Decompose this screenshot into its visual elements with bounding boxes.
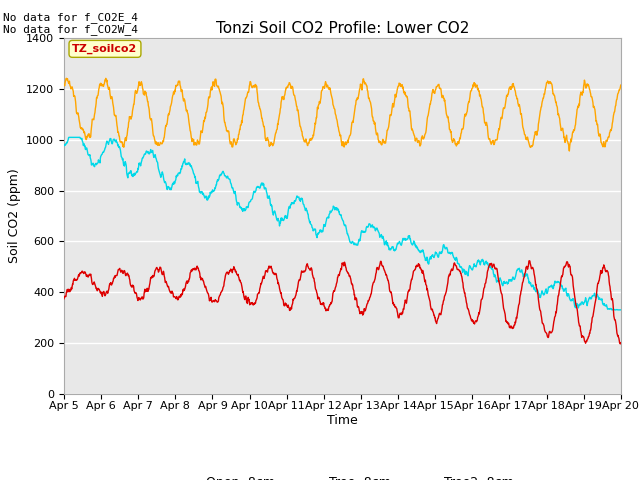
- Tree2 -8cm: [246, 199, 254, 204]
- Open -8cm: [170, 294, 178, 300]
- Tree2 -8cm: [65, 134, 73, 140]
- Tree -8cm: [60, 82, 68, 87]
- Line: Open -8cm: Open -8cm: [64, 261, 621, 344]
- Tree -8cm: [246, 79, 254, 84]
- Tree2 -8cm: [608, 307, 616, 313]
- Tree2 -8cm: [617, 307, 625, 313]
- Tree -8cm: [566, 148, 573, 154]
- Text: TZ_soilco2: TZ_soilco2: [72, 44, 138, 54]
- X-axis label: Time: Time: [327, 414, 358, 427]
- Line: Tree2 -8cm: Tree2 -8cm: [64, 137, 621, 310]
- Legend: Open -8cm, Tree -8cm, Tree2 -8cm: Open -8cm, Tree -8cm, Tree2 -8cm: [166, 471, 519, 480]
- Tree -8cm: [551, 96, 559, 102]
- Y-axis label: Soil CO2 (ppm): Soil CO2 (ppm): [8, 168, 20, 264]
- Tree -8cm: [617, 82, 625, 88]
- Text: No data for f_CO2E_4
No data for f_CO2W_4: No data for f_CO2E_4 No data for f_CO2W_…: [3, 12, 138, 36]
- Tree2 -8cm: [171, 180, 179, 186]
- Open -8cm: [246, 300, 254, 306]
- Open -8cm: [551, 313, 559, 319]
- Open -8cm: [502, 315, 509, 321]
- Open -8cm: [616, 341, 624, 347]
- Tree2 -8cm: [502, 280, 509, 286]
- Tree2 -8cm: [60, 142, 68, 147]
- Line: Tree -8cm: Tree -8cm: [64, 78, 621, 151]
- Open -8cm: [60, 296, 68, 301]
- Open -8cm: [617, 340, 625, 346]
- Tree2 -8cm: [551, 278, 559, 284]
- Title: Tonzi Soil CO2 Profile: Lower CO2: Tonzi Soil CO2 Profile: Lower CO2: [216, 21, 469, 36]
- Tree -8cm: [184, 112, 192, 118]
- Tree -8cm: [429, 86, 437, 92]
- Open -8cm: [184, 279, 191, 285]
- Tree2 -8cm: [184, 160, 192, 166]
- Tree -8cm: [502, 97, 509, 103]
- Tree -8cm: [171, 87, 179, 93]
- Tree -8cm: [63, 75, 70, 81]
- Tree2 -8cm: [429, 254, 437, 260]
- Open -8cm: [429, 309, 436, 314]
- Open -8cm: [525, 258, 533, 264]
